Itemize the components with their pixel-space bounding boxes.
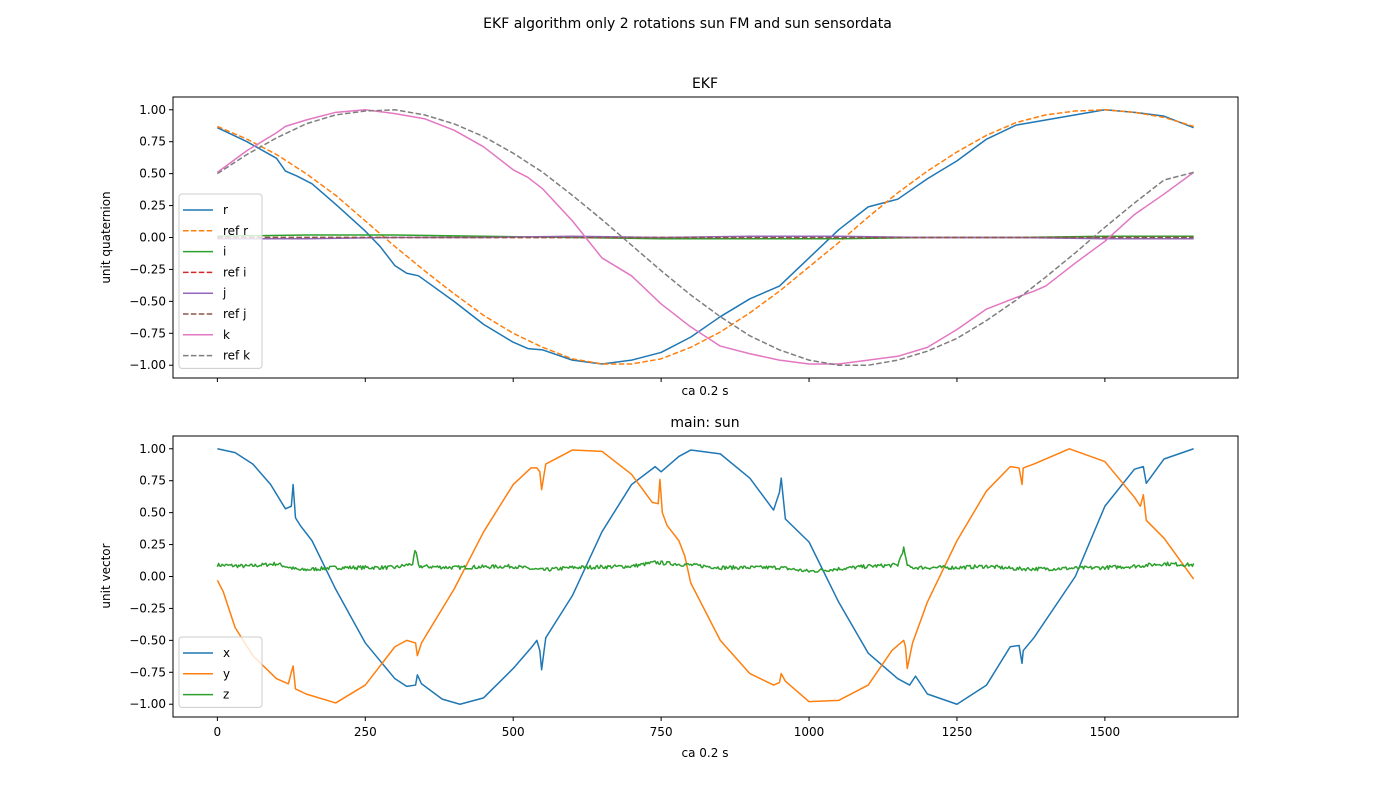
legend-label: i bbox=[223, 245, 226, 259]
legend-label: ref r bbox=[223, 224, 248, 238]
y-tick-label: −0.75 bbox=[129, 326, 166, 340]
legend-label: j bbox=[222, 286, 226, 300]
y-tick-label: 0.00 bbox=[139, 231, 166, 245]
x-tick-label: 1500 bbox=[1090, 725, 1121, 739]
legend-label: z bbox=[223, 688, 229, 702]
legend: xyz bbox=[178, 636, 263, 708]
x-tick-label: 1250 bbox=[942, 725, 973, 739]
legend-label: ref k bbox=[223, 349, 250, 363]
y-tick-label: 0.75 bbox=[139, 474, 166, 488]
y-tick-label: −0.50 bbox=[129, 633, 166, 647]
y-tick-label: −0.50 bbox=[129, 294, 166, 308]
x-axis-label: ca 0.2 s bbox=[682, 384, 729, 398]
y-tick-label: 0.25 bbox=[139, 199, 166, 213]
series-line-r bbox=[217, 109, 1194, 365]
axes-frame bbox=[172, 96, 1239, 379]
plot-area bbox=[216, 448, 1195, 705]
y-tick-label: −0.25 bbox=[129, 601, 166, 615]
x-tick-label: 1000 bbox=[794, 725, 825, 739]
y-tick-label: −1.00 bbox=[129, 697, 166, 711]
legend-box bbox=[178, 193, 263, 369]
ekf-quaternion-panel: EKF ca 0.2 s unit quaternion −1.00−0.75−… bbox=[99, 76, 1239, 398]
legend-label: ref j bbox=[223, 307, 246, 321]
x-tick-label: 250 bbox=[354, 725, 377, 739]
legend-label: ref i bbox=[223, 265, 246, 279]
y-axis-label: unit quaternion bbox=[99, 191, 113, 283]
plot-area bbox=[216, 109, 1195, 366]
series-line-ref-k bbox=[216, 109, 1194, 366]
y-tick-label: 0.50 bbox=[139, 506, 166, 520]
y-axis-label: unit vector bbox=[99, 543, 113, 608]
y-tick-label: 0.75 bbox=[139, 135, 166, 149]
y-tick-label: 0.25 bbox=[139, 538, 166, 552]
series-line-z bbox=[216, 546, 1195, 573]
legend-box bbox=[178, 636, 263, 708]
y-tick-label: 1.00 bbox=[139, 103, 166, 117]
y-tick-label: 0.50 bbox=[139, 167, 166, 181]
y-tick-label: −1.00 bbox=[129, 358, 166, 372]
figure-title: EKF algorithm only 2 rotations sun FM an… bbox=[483, 16, 892, 32]
legend-label: x bbox=[223, 646, 230, 660]
axes-frame bbox=[172, 435, 1239, 718]
y-tick-label: 0.00 bbox=[139, 570, 166, 584]
axis-ticks: 0 250 500 750 1000 1250 1500 −1.00 −0.75 −0.50 −0.… bbox=[129, 442, 1120, 739]
series-line-k bbox=[216, 109, 1195, 365]
axis-ticks: −1.00 −0.75 −0.50 −0.25 0.00 0.25 0.50 0.75 1.00 bbox=[129, 103, 1106, 382]
panel-title: main: sun bbox=[670, 415, 739, 431]
legend-label: r bbox=[223, 203, 228, 217]
legend-label: k bbox=[223, 328, 230, 342]
x-tick-label: 750 bbox=[650, 725, 673, 739]
series-line-y bbox=[216, 448, 1195, 704]
y-tick-label: 1.00 bbox=[139, 442, 166, 456]
x-tick-label: 500 bbox=[502, 725, 525, 739]
legend-label: y bbox=[223, 667, 230, 681]
series-line-ref-r bbox=[217, 109, 1194, 365]
x-tick-label: 0 bbox=[214, 725, 222, 739]
panel-title: EKF bbox=[692, 76, 718, 92]
series-line-x bbox=[217, 448, 1194, 705]
y-tick-label: −0.75 bbox=[129, 665, 166, 679]
legend: r ref r i ref i j ref j k ref k bbox=[178, 193, 263, 369]
y-tick-label: −0.25 bbox=[129, 262, 166, 276]
sun-vector-panel: main: sun ca 0.2 s unit vector 0 250 500 75… bbox=[99, 415, 1239, 760]
x-axis-label: ca 0.2 s bbox=[682, 746, 729, 760]
